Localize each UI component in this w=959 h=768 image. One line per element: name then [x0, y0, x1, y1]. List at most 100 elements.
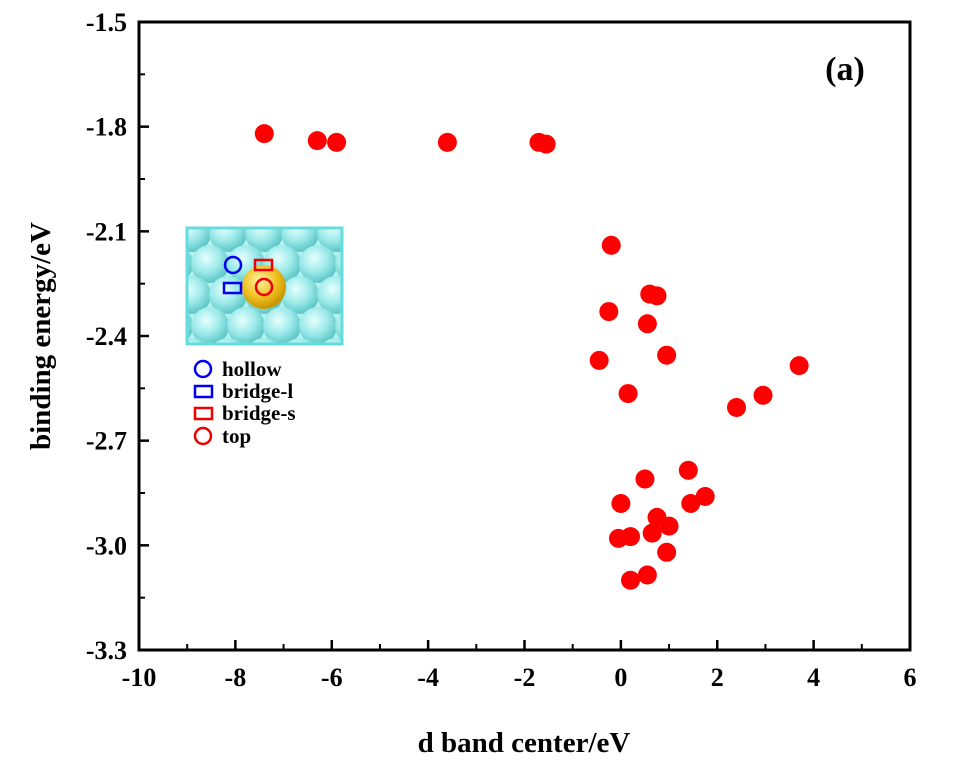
- surface-atom: [245, 228, 283, 252]
- surface-atom: [353, 338, 391, 376]
- data-point: [307, 131, 327, 151]
- x-tick-label: -6: [321, 663, 343, 692]
- data-point: [659, 516, 679, 536]
- legend-item-top: top: [193, 424, 251, 448]
- data-point: [254, 124, 274, 144]
- legend-label: bridge-l: [222, 379, 293, 403]
- surface-atom: [353, 214, 391, 252]
- surface-atom: [209, 276, 247, 314]
- x-tick-label: 6: [904, 663, 917, 692]
- surface-atom: [137, 214, 175, 252]
- data-point: [618, 384, 638, 404]
- bridge-s-site-marker: [253, 258, 274, 272]
- data-point: [621, 527, 641, 547]
- data-point: [635, 469, 655, 489]
- surface-atom: [191, 183, 229, 221]
- surface-atom: [389, 214, 427, 252]
- data-point: [647, 286, 667, 306]
- panel-label: (a): [825, 51, 865, 88]
- data-point: [789, 356, 809, 376]
- surface-atom: [335, 249, 342, 279]
- legend-label: top: [222, 424, 251, 448]
- x-tick-label: 2: [711, 663, 724, 692]
- data-point: [611, 493, 631, 513]
- surface-atom: [263, 307, 301, 344]
- x-tick-label: -4: [417, 663, 439, 692]
- data-point: [621, 570, 641, 590]
- x-tick-label: 0: [614, 663, 627, 692]
- open-circle-icon: [193, 426, 213, 446]
- surface-atom: [191, 307, 229, 344]
- surface-atom: [371, 183, 409, 221]
- surface-atom: [353, 276, 391, 314]
- surface-atom: [187, 276, 211, 314]
- y-tick-label: -3.3: [86, 636, 127, 665]
- inset-border: [185, 226, 344, 346]
- surface-atom: [317, 276, 342, 314]
- data-point: [589, 350, 609, 370]
- data-point: [727, 398, 747, 418]
- surface-atom: [299, 183, 337, 221]
- legend-label: bridge-s: [222, 401, 296, 425]
- open-square-icon: [193, 384, 214, 399]
- x-tick-label: -10: [122, 663, 157, 692]
- surface-atom: [389, 276, 427, 314]
- x-tick-label: -8: [225, 663, 247, 692]
- surface-atom: [335, 369, 373, 407]
- y-tick-label: -3.0: [86, 531, 127, 560]
- surface-atom: [407, 307, 445, 345]
- surface-atom: [299, 307, 337, 344]
- surface-atom: [209, 228, 247, 252]
- inset-surface-model: [137, 183, 445, 407]
- legend-label: hollow: [222, 357, 282, 381]
- data-point: [637, 565, 657, 585]
- legend-item-hollow: hollow: [193, 357, 282, 381]
- surface-atom: [155, 183, 193, 221]
- data-point: [599, 302, 619, 322]
- surface-atom: [227, 183, 265, 221]
- y-axis-title: binding energy/eV: [25, 222, 57, 450]
- x-axis-title: d band center/eV: [418, 727, 631, 759]
- surface-atom: [281, 228, 319, 252]
- surface-atom: [371, 245, 409, 283]
- data-point: [657, 345, 677, 365]
- data-point: [601, 235, 621, 255]
- legend-item-bridge-s: bridge-s: [193, 401, 296, 425]
- surface-atom: [137, 276, 175, 314]
- open-square-icon: [193, 406, 214, 421]
- surface-atom: [137, 338, 175, 376]
- data-point: [536, 134, 556, 154]
- data-point: [657, 542, 677, 562]
- surface-atom: [227, 307, 265, 344]
- surface-atom: [371, 307, 409, 345]
- top-site-marker: [254, 277, 274, 297]
- data-point: [678, 460, 698, 480]
- hollow-site-marker: [223, 255, 243, 275]
- data-point: [695, 486, 715, 506]
- open-circle-icon: [193, 359, 213, 379]
- surface-atom: [281, 276, 319, 314]
- legend: hollow bridge-l bridge-s top: [193, 357, 296, 448]
- adatom: [242, 265, 286, 309]
- surface-atom: [335, 311, 342, 341]
- surface-atoms: [137, 183, 445, 407]
- x-tick-label: -2: [514, 663, 536, 692]
- y-tick-label: -2.1: [86, 217, 127, 246]
- data-point: [753, 385, 773, 405]
- legend-item-bridge-l: bridge-l: [193, 379, 293, 403]
- data-point: [327, 132, 347, 152]
- bridge-l-site-marker: [222, 281, 243, 295]
- surface-atom: [407, 245, 445, 283]
- surface-atom: [407, 369, 445, 407]
- y-tick-label: -2.4: [86, 322, 127, 351]
- y-tick-label: -2.7: [86, 427, 127, 456]
- surface-atom: [389, 338, 427, 376]
- data-point: [437, 132, 457, 152]
- y-tick-label: -1.8: [86, 113, 127, 142]
- x-axis: -10 -8 -6 -4 -2 0 2 4 6: [122, 640, 917, 692]
- surface-atom: [299, 369, 337, 407]
- surface-atom: [155, 369, 193, 407]
- y-tick-label: -1.5: [86, 8, 127, 37]
- y-axis: -1.5 -1.8 -2.1 -2.4 -2.7 -3.0 -3.3: [86, 8, 149, 665]
- data-points: [254, 124, 809, 590]
